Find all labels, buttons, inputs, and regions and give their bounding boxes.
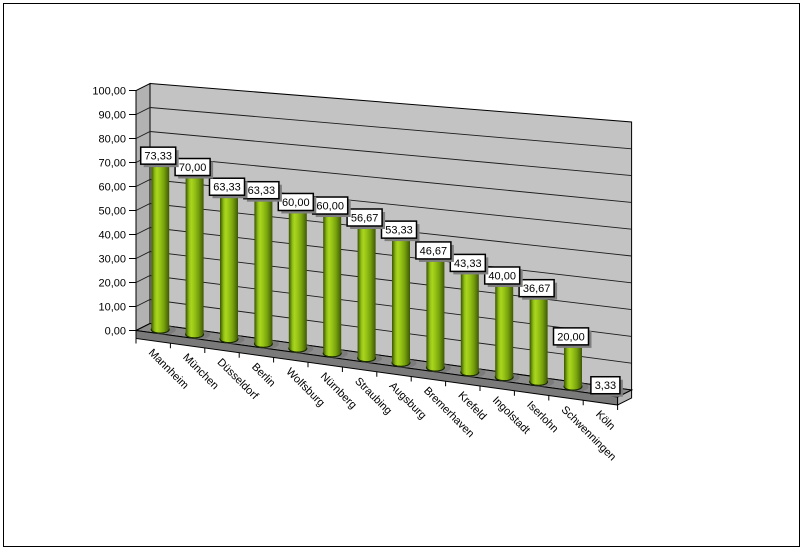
data-label-box [346,208,383,227]
data-label-Nürnberg[interactable]: 60,00 [311,196,351,218]
bar-bottom-arc [563,386,583,391]
data-label-text: 63,33 [213,182,241,194]
data-label-box [380,220,418,239]
bar-bottom-arc [357,357,377,363]
bar-body [392,226,410,363]
data-label-box [590,375,621,395]
bar-bottom-arc [288,348,308,353]
bar-body [185,164,204,335]
data-label-München[interactable]: 70,00 [174,157,214,179]
value-axis-label: 30,00 [98,254,126,266]
chart-floor-side [617,389,633,406]
category-axis-label: Wolfsburg [283,366,326,409]
bar-body [426,247,445,368]
category-axis-label: Straubing [352,375,394,417]
bar-bottom-arc [150,329,170,334]
data-label-Iserlohn[interactable]: 36,67 [518,278,558,300]
value-axis-label: 80,00 [98,134,126,146]
data-label-box [518,278,555,298]
bar-body [151,152,170,330]
bar-body [288,198,307,349]
value-axis-label: 20,00 [98,278,126,290]
data-label-Ingolstadt[interactable]: 40,00 [483,266,523,287]
bar-bottom-arc [322,352,342,358]
value-axis-label: 70,00 [98,158,126,170]
data-label-box [552,327,590,346]
bar-bottom-arc [185,333,205,339]
data-label-box [139,146,177,165]
data-label-text: 60,00 [282,197,310,209]
data-label-box [449,253,487,273]
bar-bottom-arc [529,381,549,386]
bar-body [323,202,342,354]
bar-bottom-arc [460,371,480,377]
bar-body [460,259,479,373]
value-axis-label: 40,00 [98,230,126,242]
data-label-box [208,177,246,196]
category-axis-label: Augsburg [387,380,429,422]
bar-body [495,272,514,377]
value-axis-label: 10,00 [98,302,126,314]
category-axis-label: Nürnberg [318,371,359,412]
bar-body [357,214,376,358]
data-label-box [483,266,521,285]
data-label-Straubing[interactable]: 56,67 [346,208,386,229]
data-label-box [277,192,315,212]
bar-bottom-arc [494,376,514,382]
data-label-Köln[interactable]: 3,33 [590,375,623,397]
data-label-text: 20,00 [557,331,585,343]
bar-body [220,183,238,339]
cylinder-bar-Augsburg[interactable] [391,222,417,368]
data-label-Krefeld[interactable]: 43,33 [449,253,489,275]
data-label-text: 40,00 [488,270,516,282]
value-axis-label: 0,00 [105,326,126,338]
gridline [135,107,632,150]
data-label-Berlin[interactable]: 63,33 [243,180,282,202]
data-label-Düsseldorf[interactable]: 63,33 [208,177,248,199]
data-label-text: 60,00 [316,201,344,213]
category-axis-label: Schwenningen [559,404,619,464]
bar-body [254,187,273,344]
category-axis-label: Köln [593,409,617,433]
gridline [135,179,632,230]
data-label-Bremerhaven[interactable]: 46,67 [415,241,454,262]
data-label-text: 63,33 [248,185,276,197]
value-axis-label: 50,00 [98,206,126,218]
category-axis-label: Mannheim [146,347,191,392]
data-label-text: 56,67 [351,212,379,224]
data-label-text: 73,33 [144,151,172,163]
data-label-text: 36,67 [523,283,551,295]
bar-bottom-arc [253,343,273,348]
bar-bottom-arc [425,367,445,372]
data-label-text: 46,67 [420,245,448,257]
data-label-Schwenningen[interactable]: 20,00 [552,327,592,348]
gridline [135,203,632,257]
bar-bottom-arc [391,362,411,367]
gridline [135,131,632,177]
data-label-Wolfsburg[interactable]: 60,00 [277,192,317,214]
data-label-text: 43,33 [454,258,482,270]
bar-bottom-arc [219,338,239,344]
value-axis-label: 90,00 [98,110,126,122]
value-axis-label: 100,00 [92,86,126,98]
data-label-box [415,241,452,260]
data-label-Mannheim[interactable]: 73,33 [139,146,179,168]
bar-body [529,285,548,382]
data-label-Augsburg[interactable]: 53,33 [380,220,420,242]
data-label-text: 3,33 [595,380,616,392]
category-axis-label: Ingolstadt [490,394,532,436]
data-label-text: 53,33 [385,225,413,237]
value-axis-label: 60,00 [98,182,126,194]
data-label-text: 70,00 [179,162,207,174]
